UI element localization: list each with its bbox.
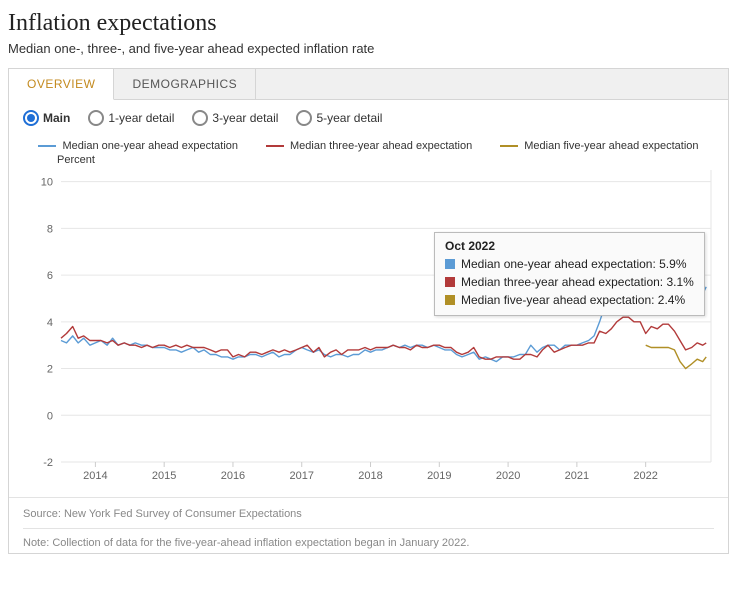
legend-label: Median one-year ahead expectation [62, 140, 238, 152]
radio-3-year-detail[interactable]: 3-year detail [192, 110, 278, 126]
svg-text:8: 8 [47, 223, 53, 235]
note-text: Note: Collection of data for the five-ye… [23, 528, 714, 549]
radio-icon [23, 110, 39, 126]
svg-text:2014: 2014 [83, 470, 107, 482]
legend-item[interactable]: Median five-year ahead expectation [500, 140, 698, 152]
legend-label: Median five-year ahead expectation [524, 140, 698, 152]
tooltip-title: Oct 2022 [445, 239, 694, 253]
svg-text:2: 2 [47, 364, 53, 376]
source-text: Source: New York Fed Survey of Consumer … [23, 508, 714, 520]
legend-item[interactable]: Median three-year ahead expectation [266, 140, 472, 152]
svg-text:2021: 2021 [565, 470, 589, 482]
page-subtitle: Median one-, three-, and five-year ahead… [8, 41, 729, 56]
radio-main[interactable]: Main [23, 110, 70, 126]
tooltip-swatch [445, 259, 455, 269]
svg-text:0: 0 [47, 410, 53, 422]
radio-label: 5-year detail [316, 111, 382, 125]
svg-text:2017: 2017 [289, 470, 313, 482]
radio-icon [296, 110, 312, 126]
radio-label: 1-year detail [108, 111, 174, 125]
tooltip-swatch [445, 295, 455, 305]
legend-swatch [38, 145, 56, 147]
tab-bar: OVERVIEWDEMOGRAPHICS [9, 69, 728, 100]
radio-label: 3-year detail [212, 111, 278, 125]
tab-overview[interactable]: OVERVIEW [9, 69, 114, 100]
legend-item[interactable]: Median one-year ahead expectation [38, 140, 238, 152]
tooltip-row: Median three-year ahead expectation: 3.1… [445, 273, 694, 291]
svg-text:2015: 2015 [152, 470, 176, 482]
chart-tooltip: Oct 2022 Median one-year ahead expectatio… [434, 232, 705, 316]
chart-area: Median one-year ahead expectation Median … [9, 132, 728, 497]
svg-text:4: 4 [47, 317, 53, 329]
page-title: Inflation expectations [8, 10, 729, 37]
line-chart: -2 0 2 4 6 8 10 2014 2015 2016 2017 2018 2019 2020 202… [17, 166, 721, 486]
y-axis-label: Percent [57, 154, 720, 166]
tooltip-row: Median five-year ahead expectation: 2.4% [445, 291, 694, 309]
radio-icon [192, 110, 208, 126]
tooltip-text: Median one-year ahead expectation: 5.9% [461, 255, 687, 273]
radio-5-year-detail[interactable]: 5-year detail [296, 110, 382, 126]
svg-text:2016: 2016 [221, 470, 245, 482]
tab-demographics[interactable]: DEMOGRAPHICS [114, 69, 256, 99]
svg-text:2018: 2018 [358, 470, 382, 482]
tooltip-swatch [445, 277, 455, 287]
tooltip-row: Median one-year ahead expectation: 5.9% [445, 255, 694, 273]
chart-panel: OVERVIEWDEMOGRAPHICS Main 1-year detail 3-… [8, 68, 729, 554]
legend-label: Median three-year ahead expectation [290, 140, 472, 152]
radio-label: Main [43, 111, 70, 125]
view-selector: Main 1-year detail 3-year detail 5-year det… [9, 100, 728, 132]
svg-text:6: 6 [47, 270, 53, 282]
tooltip-text: Median three-year ahead expectation: 3.1… [461, 273, 694, 291]
legend-swatch [500, 145, 518, 147]
svg-text:2019: 2019 [427, 470, 451, 482]
legend-swatch [266, 145, 284, 147]
svg-text:2022: 2022 [633, 470, 657, 482]
chart-footer: Source: New York Fed Survey of Consumer … [9, 497, 728, 553]
svg-text:10: 10 [41, 177, 53, 189]
svg-text:2020: 2020 [496, 470, 520, 482]
svg-text:-2: -2 [43, 457, 53, 469]
chart-legend: Median one-year ahead expectation Median … [17, 132, 720, 154]
radio-1-year-detail[interactable]: 1-year detail [88, 110, 174, 126]
radio-icon [88, 110, 104, 126]
tooltip-text: Median five-year ahead expectation: 2.4% [461, 291, 685, 309]
